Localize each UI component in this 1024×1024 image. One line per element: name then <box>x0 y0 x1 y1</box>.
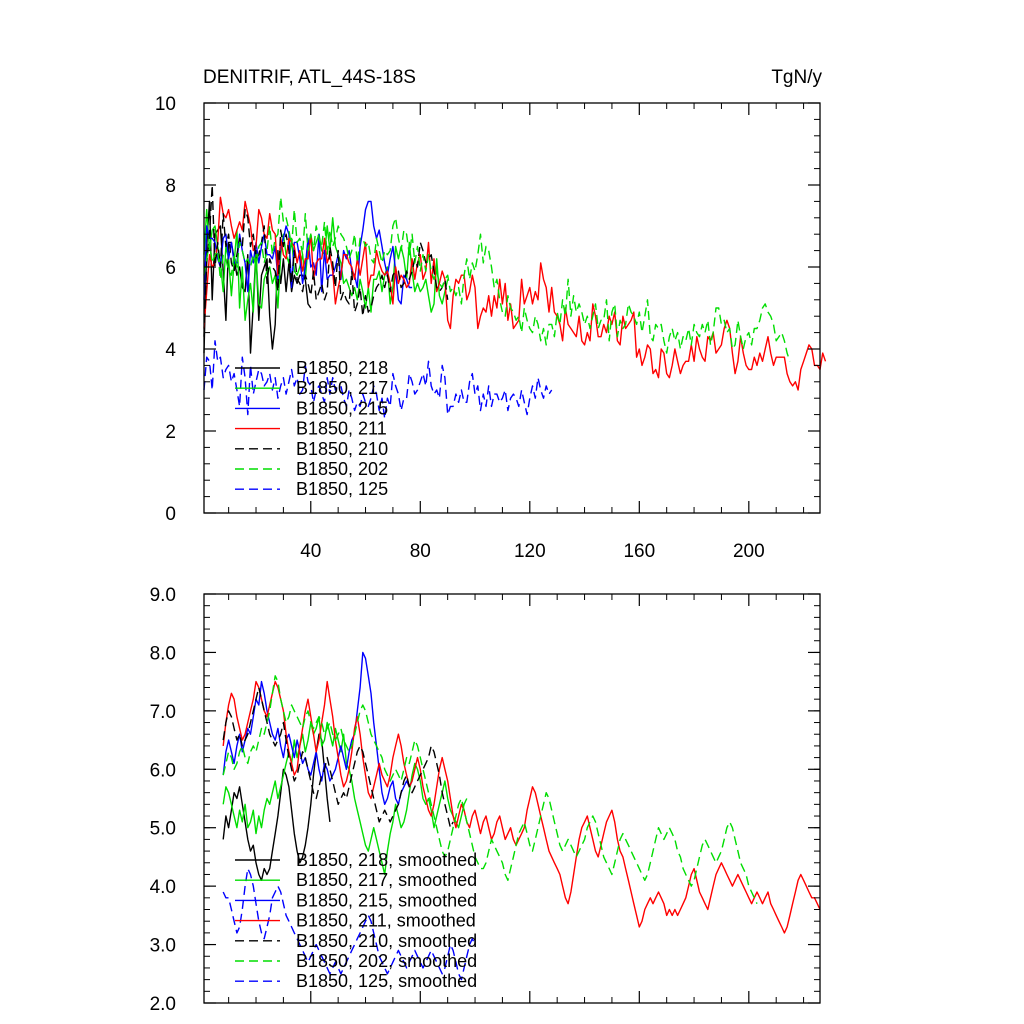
plot-frame <box>203 102 821 514</box>
chart-title: DENITRIF, ATL_44S-18S <box>203 67 416 88</box>
series-line-top-6 <box>203 340 553 420</box>
plot-frame <box>203 593 821 1004</box>
x-tick-label: 80 <box>410 541 431 562</box>
legend-label: B1850, 125, smoothed <box>296 971 477 991</box>
y-tick-label: 2.0 <box>150 994 176 1015</box>
x-tick-label: 40 <box>300 541 321 562</box>
legend-label: B1850, 125 <box>296 479 388 499</box>
y-tick-label: 2 <box>165 422 176 443</box>
series-line-bottom-2 <box>222 651 413 805</box>
series-line-top-3 <box>203 196 827 391</box>
legend-label: B1850, 202, smoothed <box>296 951 477 971</box>
x-tick-label: 120 <box>514 541 546 562</box>
series-line-top-2 <box>203 200 413 305</box>
legend-label: B1850, 215 <box>296 398 388 418</box>
series-line-top-4 <box>203 184 449 337</box>
y-tick-label: 10 <box>155 94 176 115</box>
legend-label: B1850, 210 <box>296 439 388 459</box>
legend-label: B1850, 211, smoothed <box>296 911 476 931</box>
legend-label: B1850, 210, smoothed <box>296 931 477 951</box>
y-tick-label: 6 <box>165 258 176 279</box>
legend-label: B1850, 217 <box>296 378 388 398</box>
legend-label: B1850, 215, smoothed <box>296 890 477 910</box>
y-tick-label: 6.0 <box>150 760 176 781</box>
y-tick-label: 0 <box>165 504 176 525</box>
bottom-panel: 2.0 3.0 4.0 5.0 6.0 7.0 8.0 9.0 B1850, 218, smoo… <box>150 585 821 1015</box>
series-line-bottom-4 <box>222 686 454 829</box>
legend-label: B1850, 211 <box>296 419 387 439</box>
legend-label: B1850, 218 <box>296 358 388 378</box>
y-tick-label: 4 <box>165 340 176 361</box>
y-tick-label: 8 <box>165 176 176 197</box>
legend-label: B1850, 202 <box>296 459 388 479</box>
legend-label: B1850, 218, smoothed <box>296 850 477 870</box>
legend-label: B1850, 217, smoothed <box>296 870 477 890</box>
y-tick-label: 8.0 <box>150 643 176 664</box>
chart-units: TgN/y <box>771 67 822 88</box>
y-tick-label: 5.0 <box>150 819 176 840</box>
x-tick-label: 160 <box>623 541 655 562</box>
y-tick-label: 4.0 <box>150 877 176 898</box>
y-tick-label: 7.0 <box>150 702 176 723</box>
y-tick-label: 9.0 <box>150 585 176 606</box>
series-line-bottom-5 <box>222 675 758 904</box>
x-tick-label: 200 <box>733 541 765 562</box>
series-line-bottom-6 <box>222 867 476 981</box>
series-line-bottom-3 <box>222 680 821 934</box>
series-line-top-5 <box>203 196 791 362</box>
y-tick-label: 3.0 <box>150 936 176 957</box>
